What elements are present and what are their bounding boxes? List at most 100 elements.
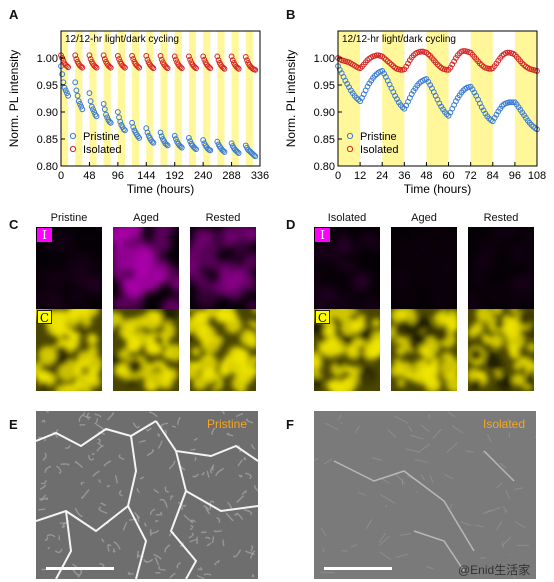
chart0-point [100,101,107,107]
chart0-point [200,137,207,143]
chart0-point [65,64,72,71]
chart0-legend-label-1: Isolated [83,144,122,156]
caption-c-pristine: Pristine [50,212,88,224]
watermark: @Enid生活家 [458,563,531,577]
iodine-tag-c: I [37,228,52,242]
caption-c-aged: Aged [133,212,159,224]
chart0-light-band-4 [117,31,125,166]
chart0-y-tick-label: 1.00 [37,53,58,65]
chart0-point [215,57,222,64]
chart0-point [193,146,199,153]
chart0-point [116,56,122,62]
chart0-point [220,147,227,154]
chart0-point [252,153,259,160]
chart1-point [506,99,513,106]
chart0-point [228,53,235,60]
chart0-y-tick-label: 0.90 [37,107,58,119]
chart0-point [92,63,99,70]
chart0-light-band-10 [203,31,211,166]
chart0-x-tick-label: 240 [194,170,212,182]
chart0-point [114,52,121,59]
chart1-series-pristine [335,63,540,133]
chart1-point [373,52,380,59]
chart0-point [172,56,179,63]
chart0-point [93,113,100,120]
chart0-point [157,129,164,136]
chart0-y-tick-label: 0.95 [37,80,58,92]
chart1-legend-marker-1 [346,145,354,153]
chart0-point [64,90,70,96]
chart0-point [130,124,137,131]
chart0-point [177,143,184,150]
panel-label-f: F [286,417,294,432]
chart0-point [87,56,94,62]
chart0-y-tick-label: 0.85 [37,134,58,146]
chart0-series-isolated [58,52,259,73]
sem-image-isolated [314,411,536,579]
carbon-tag-d: C [315,310,330,325]
chart0-point [214,53,221,60]
chart0-point [79,106,86,113]
chart0-point [244,57,250,64]
chart1-x-tick-label: 84 [487,170,499,182]
map-d-iodine-isolated [314,227,380,309]
chart0-point [103,111,109,118]
chart0-point [163,64,170,71]
map-d-iodine-aged [391,227,457,309]
chart0-light-band-12 [231,31,239,166]
chart0-point [172,136,179,142]
carbon-tag-c: C [37,310,52,325]
caption-d-aged: Aged [411,212,437,224]
chart0-point [234,149,241,155]
chart1-point [460,48,467,54]
chart1-title: 12/12-hr light/dark cycling [342,34,456,45]
chart0-point [91,109,98,115]
chart0-point [178,65,185,72]
chart0-light-band-5 [132,31,140,166]
panel-label-a: A [9,7,19,22]
chart1-point [508,99,515,106]
panel-label-e: E [9,417,18,432]
chart1-light-band-4 [514,31,537,166]
chart0-point [93,64,100,71]
chart0-point [107,64,114,71]
iodine-tag-d: I [315,228,330,242]
chart0-light-band-6 [146,31,154,166]
chart0-point [78,63,85,70]
chart0-frame [60,30,261,167]
chart0-point [77,101,83,107]
chart1-point [486,65,492,72]
chart0-point [158,133,165,140]
chart0-point [106,118,113,125]
chart0-ylabel: Norm. PL intensity [7,50,21,148]
chart0-x-tick-label: 336 [251,170,269,182]
chart0-series-pristine [58,63,259,160]
chart1-legend-label-0: Pristine [360,131,397,143]
chart0-point [87,98,94,105]
chart0-point [242,54,249,60]
chart0-light-band-13 [245,31,253,166]
chart0-point [191,145,198,152]
chart0-point [73,56,80,62]
chart0-point [206,64,212,71]
chart0-light-band-7 [160,31,168,166]
map-d-iodine-rested [468,227,534,309]
chart0-light-band-0 [61,31,69,166]
chart0-point [64,63,70,69]
chart0-point [59,71,66,78]
chart0-point [214,138,221,145]
chart0-legend-marker-1 [69,145,77,153]
chart0-point [135,63,141,70]
chart0-light-band-2 [89,31,97,166]
chart1-y-tick-label: 0.85 [314,134,335,146]
scale-bar [324,567,392,570]
chart1-series-isolated [335,48,540,74]
chart0-point [150,139,157,146]
chart0-point [221,149,228,155]
caption-d-isolated: Isolated [327,212,367,224]
chart0-point [101,56,108,62]
chart0-point [90,106,96,113]
chart0-point [143,52,150,59]
chart0-point [86,52,93,59]
chart0-point [252,66,259,73]
